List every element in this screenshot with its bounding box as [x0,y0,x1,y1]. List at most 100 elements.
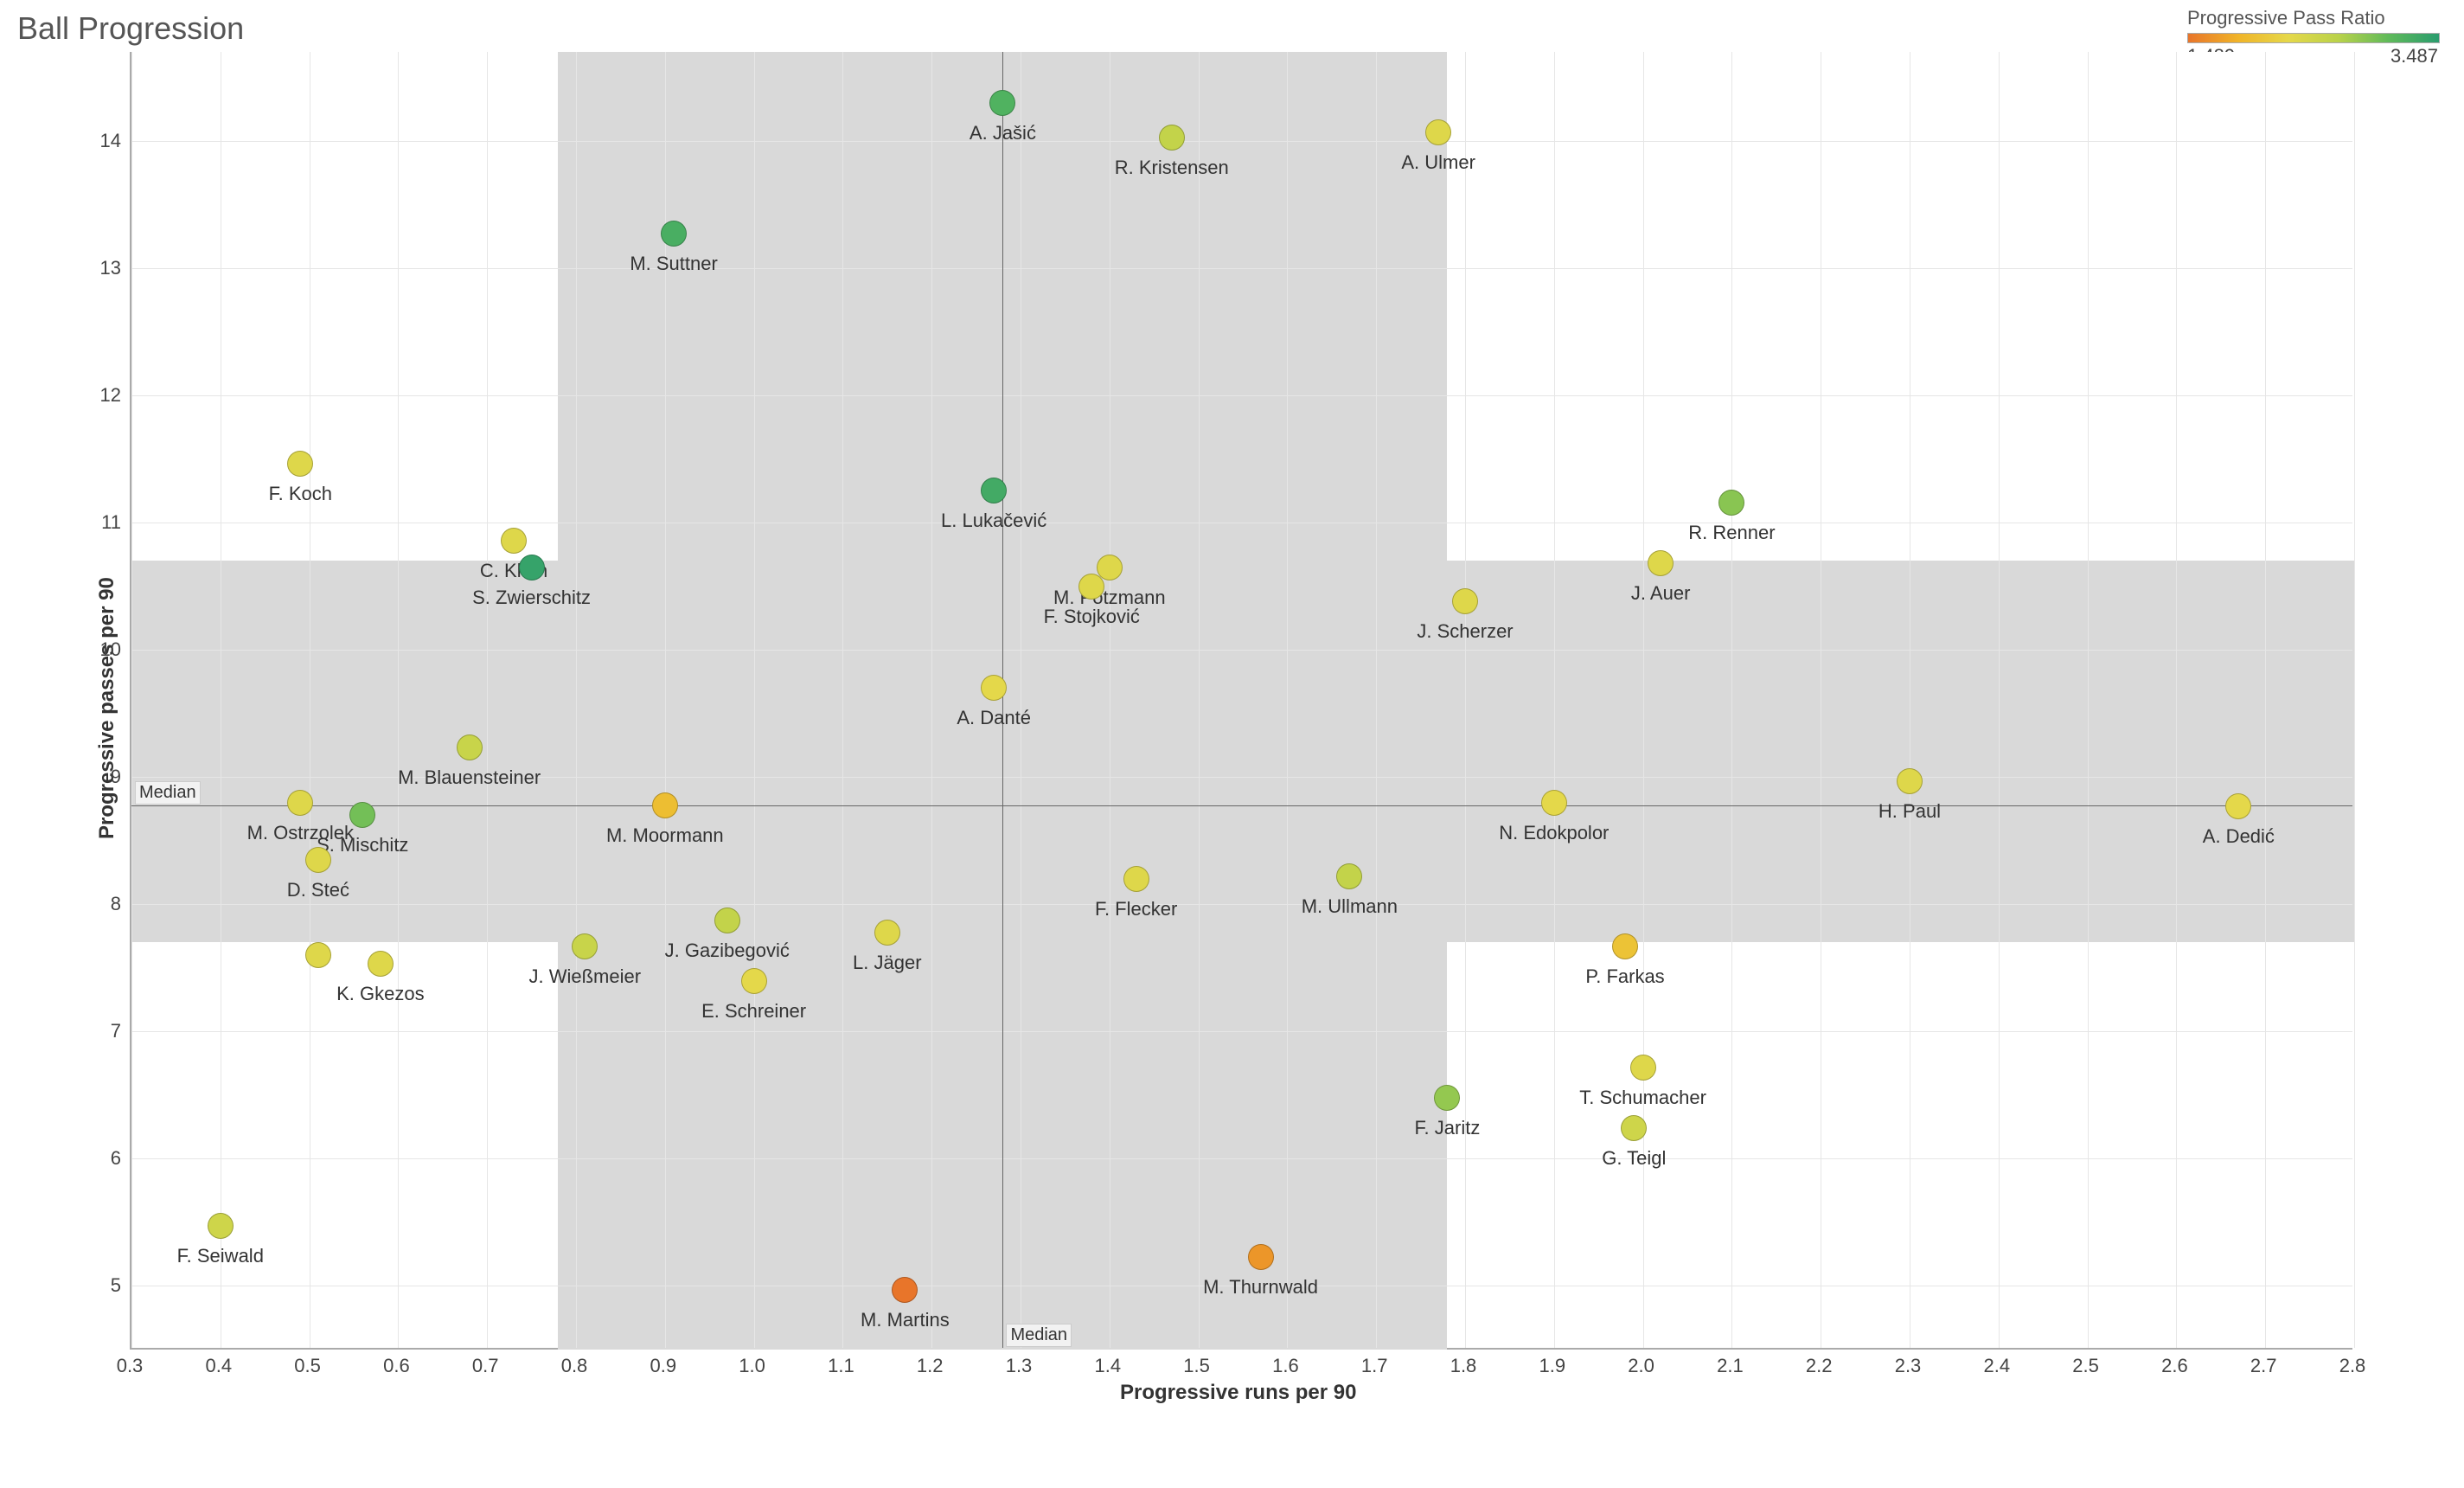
x-tick-label: 1.8 [1450,1355,1477,1377]
scatter-point[interactable] [572,933,598,959]
median-label-x: Median [1006,1324,1072,1347]
x-tick-label: 2.4 [1984,1355,2011,1377]
scatter-point-label: M. Ullmann [1302,895,1398,918]
scatter-point-label: J. Gazibegović [665,940,790,962]
gridline-vertical [2354,52,2355,1348]
scatter-point[interactable] [981,675,1007,701]
scatter-point[interactable] [1612,933,1638,959]
legend-gradient [2187,33,2440,43]
scatter-point-label: R. Renner [1688,522,1775,544]
scatter-point-label: G. Teigl [1602,1147,1666,1170]
scatter-point[interactable] [1718,490,1744,516]
x-tick-label: 1.2 [917,1355,944,1377]
scatter-point[interactable] [368,951,394,977]
scatter-point[interactable] [1452,588,1478,614]
y-axis-label: Progressive passes per 90 [95,577,119,839]
scatter-point[interactable] [1621,1115,1647,1141]
x-tick-label: 1.1 [828,1355,854,1377]
scatter-point[interactable] [1541,790,1567,816]
x-tick-label: 2.5 [2072,1355,2099,1377]
median-line-vertical [1002,52,1003,1348]
x-tick-label: 1.7 [1361,1355,1388,1377]
scatter-point-label: D. Steć [287,879,349,901]
x-tick-label: 2.0 [1628,1355,1654,1377]
y-tick-label: 8 [78,893,121,915]
scatter-point-label: F. Koch [269,483,332,505]
y-tick-label: 13 [78,257,121,279]
y-tick-label: 12 [78,384,121,407]
scatter-point[interactable] [1434,1085,1460,1111]
scatter-point[interactable] [981,478,1007,503]
y-tick-label: 11 [78,511,121,534]
scatter-point-label: T. Schumacher [1579,1087,1706,1109]
scatter-point[interactable] [305,847,331,873]
scatter-point[interactable] [652,792,678,818]
x-tick-label: 2.2 [1806,1355,1833,1377]
scatter-point[interactable] [1159,125,1185,151]
scatter-point[interactable] [1078,574,1104,600]
scatter-point-label: F. Stojković [1044,606,1140,628]
gridline-horizontal [131,395,2352,396]
scatter-point[interactable] [1648,550,1674,576]
legend-title: Progressive Pass Ratio [2187,7,2438,29]
scatter-point[interactable] [1630,1055,1656,1081]
scatter-point-label: P. Farkas [1585,965,1664,988]
y-tick-label: 6 [78,1147,121,1170]
scatter-point[interactable] [287,790,313,816]
scatter-point[interactable] [305,942,331,968]
gridline-vertical [2265,52,2266,1348]
chart-container: Ball Progression Progressive Pass Ratio … [0,0,2464,1488]
scatter-point-label: J. Auer [1631,582,1690,605]
scatter-point[interactable] [892,1277,918,1303]
x-tick-label: 0.4 [206,1355,233,1377]
scatter-point[interactable] [714,908,740,933]
gridline-vertical [842,52,843,1348]
scatter-point-label: J. Wießmeier [528,965,641,988]
gridline-vertical [1465,52,1466,1348]
scatter-point[interactable] [1336,863,1362,889]
x-tick-label: 2.1 [1717,1355,1744,1377]
plot-outer: MedianMedianA. JašićR. KristensenA. Ulme… [78,52,2404,1401]
scatter-point[interactable] [519,555,545,580]
median-label-y: Median [135,781,201,805]
x-tick-label: 0.8 [561,1355,588,1377]
x-tick-label: 0.3 [117,1355,144,1377]
x-tick-label: 2.7 [2250,1355,2277,1377]
scatter-point[interactable] [741,968,767,994]
x-tick-label: 1.6 [1272,1355,1299,1377]
gridline-vertical [1199,52,1200,1348]
scatter-point-label: H. Paul [1878,800,1941,823]
y-tick-label: 7 [78,1020,121,1042]
x-axis-label: Progressive runs per 90 [1120,1381,1356,1405]
x-tick-label: 2.6 [2161,1355,2188,1377]
scatter-point[interactable] [1897,768,1923,794]
scatter-point-label: E. Schreiner [701,1000,806,1023]
scatter-point[interactable] [1425,119,1451,145]
scatter-point-label: F. Jaritz [1415,1117,1481,1139]
scatter-point-label: A. Ulmer [1401,151,1475,174]
scatter-point[interactable] [661,221,687,247]
scatter-point[interactable] [287,451,313,477]
scatter-point-label: J. Scherzer [1417,620,1513,643]
gridline-vertical [1376,52,1377,1348]
scatter-point[interactable] [2225,793,2251,819]
scatter-point[interactable] [349,802,375,828]
scatter-point[interactable] [1248,1244,1274,1270]
scatter-point[interactable] [501,528,527,554]
scatter-point-label: S. Mischitz [317,834,408,856]
scatter-point[interactable] [208,1213,234,1239]
scatter-point-label: M. Suttner [630,253,717,275]
scatter-point-label: M. Blauensteiner [398,766,541,789]
scatter-point-label: A. Danté [957,707,1031,729]
gridline-vertical [1999,52,2000,1348]
scatter-point[interactable] [874,920,900,946]
gridline-horizontal [131,650,2352,651]
gridline-horizontal [131,141,2352,142]
scatter-point[interactable] [989,90,1015,116]
gridline-vertical [1287,52,1288,1348]
scatter-point[interactable] [457,734,483,760]
gridline-vertical [576,52,577,1348]
scatter-point-label: R. Kristensen [1115,157,1229,179]
scatter-point-label: A. Dedić [2203,825,2275,848]
scatter-point[interactable] [1123,866,1149,892]
